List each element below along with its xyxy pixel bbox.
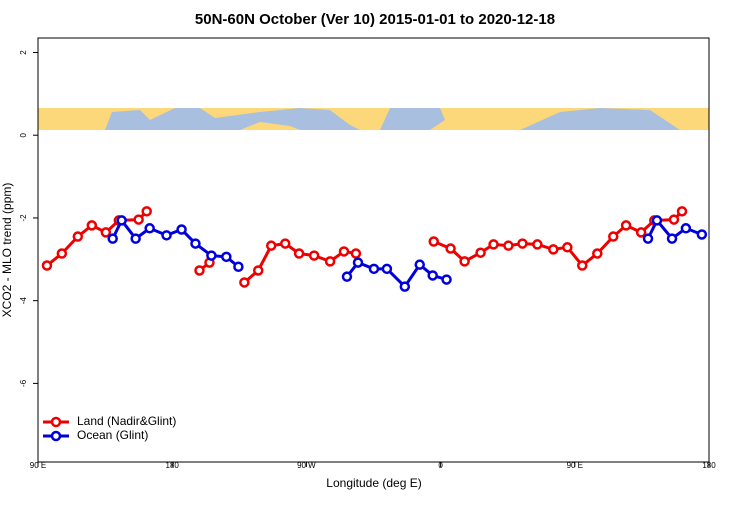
point [668,214,680,225]
point [680,223,692,234]
point [293,248,305,259]
point [517,238,528,249]
point [414,259,425,270]
series-line [46,210,684,284]
point [161,230,172,241]
point [441,274,452,285]
point [233,261,244,273]
point [107,233,118,244]
point [144,223,155,234]
point [666,233,678,244]
point [642,233,654,244]
point [239,277,250,288]
legend-marker [50,430,62,442]
point [338,246,350,257]
point [548,244,559,255]
x-axis-label: Longitude (deg E) [326,476,421,490]
legend-label: Land (Nadir&Glint) [77,414,176,428]
point [176,224,187,235]
point [352,257,364,268]
y-tick-label: 0 [19,132,28,137]
point [265,240,277,251]
point [445,243,456,254]
point [428,236,439,247]
y-tick-label: 2 [19,50,28,55]
point [399,281,411,292]
point [100,227,112,238]
point [368,263,380,275]
point [577,260,588,271]
point [592,248,603,259]
point [133,214,144,225]
point [459,256,470,267]
x-tick-label: 90 E [567,461,583,470]
point [194,265,205,276]
point [381,263,393,275]
point [341,271,353,282]
point [475,247,486,258]
plot-frame [37,37,710,463]
point [130,233,141,244]
y-tick-label: -2 [19,214,28,222]
point [676,206,688,217]
point [221,251,232,263]
point [190,238,201,249]
point [651,215,663,226]
point [350,248,362,259]
point [635,227,647,238]
point [72,231,84,242]
point [116,215,127,226]
point [562,242,573,253]
y-axis-label: XCO2 - MLO trend (ppm) [0,183,14,318]
point [608,231,619,242]
x-tick-label: 0 [438,461,443,470]
y-tick-label: -6 [19,379,28,387]
map-band [38,108,709,130]
point [488,239,499,250]
point [279,238,291,249]
point [324,256,336,267]
point [532,239,543,250]
point [86,220,98,231]
point [620,220,632,231]
point [503,240,514,251]
legend-marker [50,416,62,428]
point [141,206,152,217]
y-tick-label: -4 [19,297,28,305]
point [41,260,53,271]
point [56,248,68,259]
point [696,229,708,240]
x-tick-label: 180 [702,461,716,470]
point [206,250,217,261]
point [427,270,438,281]
x-tick-label: 90 E [30,461,46,470]
chart-title: 50N-60N October (Ver 10) 2015-01-01 to 2… [195,11,555,28]
x-tick-label: 90 W [297,461,316,470]
point [308,250,320,261]
legend-label: Ocean (Glint) [77,428,148,442]
x-tick-label: 180 [166,461,180,470]
point [252,265,264,276]
series-line [111,217,703,289]
